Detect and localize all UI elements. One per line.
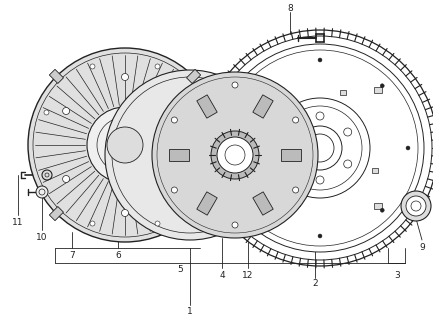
FancyBboxPatch shape (294, 201, 300, 206)
Text: 6: 6 (115, 251, 121, 260)
FancyBboxPatch shape (169, 149, 189, 161)
Circle shape (211, 131, 259, 179)
Text: 8: 8 (287, 4, 293, 12)
Circle shape (316, 176, 324, 184)
Circle shape (171, 117, 178, 123)
FancyBboxPatch shape (374, 87, 382, 93)
Text: 12: 12 (242, 270, 254, 279)
FancyBboxPatch shape (262, 123, 268, 128)
Circle shape (170, 135, 210, 175)
Circle shape (293, 117, 299, 123)
Circle shape (90, 64, 95, 69)
Circle shape (380, 208, 384, 212)
FancyBboxPatch shape (281, 149, 301, 161)
Circle shape (122, 210, 129, 217)
Circle shape (288, 128, 296, 136)
Circle shape (406, 146, 410, 150)
Circle shape (406, 196, 426, 216)
Text: 11: 11 (12, 218, 24, 227)
Circle shape (298, 126, 342, 170)
Circle shape (105, 70, 275, 240)
FancyBboxPatch shape (187, 69, 200, 84)
Circle shape (63, 175, 70, 182)
Circle shape (316, 112, 324, 120)
Text: 7: 7 (69, 251, 75, 260)
Circle shape (63, 108, 70, 115)
Circle shape (230, 146, 234, 150)
FancyBboxPatch shape (258, 203, 266, 209)
Circle shape (155, 221, 160, 226)
Circle shape (216, 44, 424, 252)
Circle shape (122, 74, 129, 81)
Circle shape (152, 72, 318, 238)
Text: 4: 4 (219, 270, 225, 279)
Circle shape (155, 64, 160, 69)
Circle shape (217, 137, 253, 173)
Circle shape (201, 175, 206, 180)
Circle shape (380, 84, 384, 88)
Circle shape (90, 221, 95, 226)
FancyBboxPatch shape (253, 95, 273, 118)
Circle shape (270, 98, 370, 198)
Text: 3: 3 (394, 271, 400, 281)
FancyBboxPatch shape (197, 95, 217, 118)
Circle shape (28, 48, 222, 242)
FancyBboxPatch shape (258, 87, 266, 93)
Circle shape (36, 186, 48, 198)
Text: 10: 10 (36, 233, 48, 242)
Circle shape (318, 58, 322, 62)
Circle shape (344, 128, 352, 136)
Circle shape (200, 28, 433, 268)
Text: 1: 1 (187, 308, 193, 316)
Circle shape (181, 108, 187, 115)
Circle shape (232, 222, 238, 228)
FancyBboxPatch shape (187, 206, 200, 221)
Circle shape (401, 191, 431, 221)
Text: 5: 5 (177, 265, 183, 274)
Circle shape (256, 208, 260, 212)
Text: 2: 2 (312, 279, 318, 289)
Circle shape (107, 127, 143, 163)
Circle shape (232, 82, 238, 88)
Circle shape (171, 187, 178, 193)
FancyBboxPatch shape (197, 192, 217, 215)
Circle shape (288, 160, 296, 168)
Circle shape (318, 234, 322, 238)
FancyBboxPatch shape (253, 192, 273, 215)
FancyBboxPatch shape (372, 168, 378, 173)
Circle shape (344, 160, 352, 168)
Circle shape (42, 170, 52, 180)
Circle shape (44, 110, 49, 115)
Circle shape (293, 187, 299, 193)
Circle shape (44, 175, 49, 180)
Circle shape (201, 110, 206, 115)
Circle shape (256, 84, 260, 88)
Circle shape (181, 175, 187, 182)
FancyBboxPatch shape (340, 90, 346, 95)
FancyBboxPatch shape (374, 203, 382, 209)
FancyBboxPatch shape (49, 69, 64, 84)
FancyBboxPatch shape (49, 206, 64, 221)
Text: 9: 9 (419, 243, 425, 252)
Circle shape (87, 107, 163, 183)
